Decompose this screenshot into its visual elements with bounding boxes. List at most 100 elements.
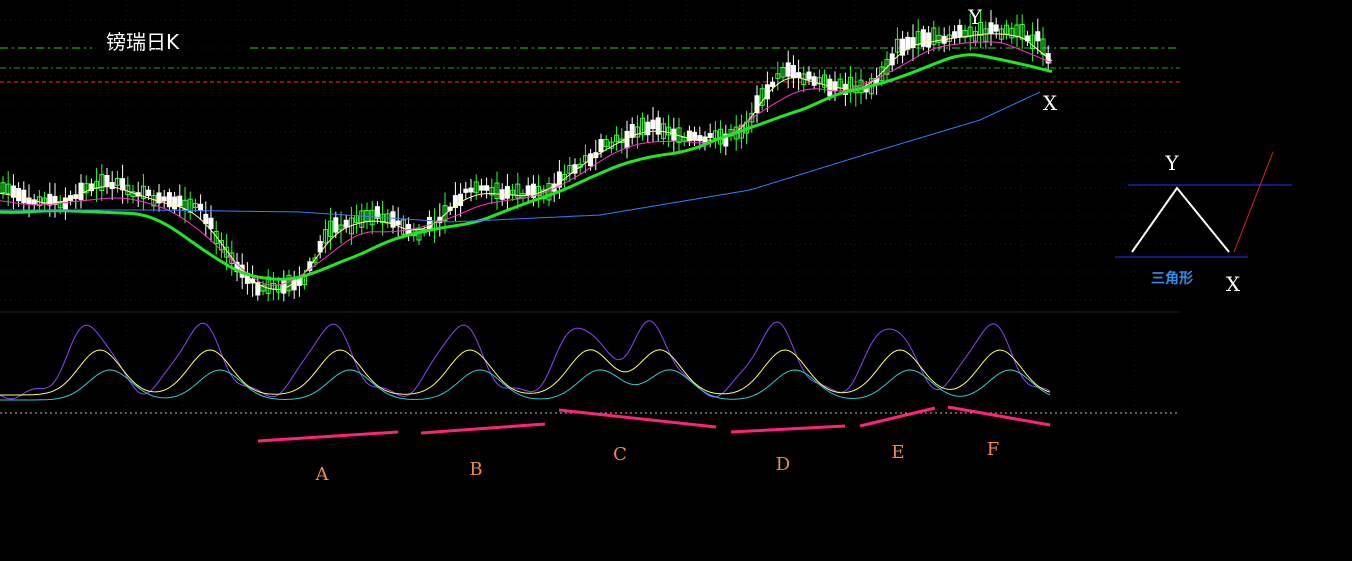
candle bbox=[192, 202, 198, 209]
candle bbox=[494, 182, 500, 200]
candle bbox=[83, 183, 89, 194]
candle bbox=[905, 36, 911, 50]
candle bbox=[785, 62, 791, 77]
candle bbox=[172, 196, 178, 210]
candle bbox=[458, 193, 464, 207]
candle bbox=[57, 200, 63, 209]
candle bbox=[666, 126, 672, 136]
candle bbox=[978, 21, 984, 36]
candle bbox=[603, 138, 609, 148]
trend-segments: A B C D E F bbox=[257, 405, 1051, 485]
ma-long-line bbox=[0, 91, 1041, 223]
candle bbox=[686, 130, 692, 142]
candle bbox=[62, 197, 68, 210]
segment-label: F bbox=[987, 439, 1000, 460]
moving-averages bbox=[0, 33, 1053, 290]
candle bbox=[796, 72, 802, 78]
candle bbox=[525, 185, 531, 195]
candle bbox=[47, 193, 53, 206]
candle bbox=[260, 284, 266, 292]
candle bbox=[333, 217, 339, 233]
candle bbox=[16, 188, 22, 202]
drop-label: X bbox=[1043, 91, 1058, 115]
segment-label: A bbox=[315, 464, 330, 485]
candle bbox=[915, 31, 921, 46]
candle bbox=[478, 185, 484, 191]
candle bbox=[1019, 23, 1025, 40]
ma-mid-line bbox=[0, 41, 1053, 286]
trend-segment bbox=[730, 424, 846, 434]
segment-label: C bbox=[613, 444, 627, 465]
candle bbox=[489, 187, 495, 196]
candle bbox=[463, 188, 469, 193]
candle bbox=[343, 219, 349, 228]
osc-mid-line bbox=[0, 349, 1051, 396]
pattern-break-label: X bbox=[1226, 272, 1241, 296]
candle bbox=[530, 183, 536, 198]
candle bbox=[42, 197, 48, 204]
trend-segment bbox=[420, 422, 546, 435]
candle bbox=[1030, 34, 1036, 49]
candle bbox=[0, 182, 6, 194]
candle bbox=[712, 130, 718, 139]
candle bbox=[967, 26, 973, 38]
triangle-shape bbox=[1131, 186, 1230, 253]
candle bbox=[759, 88, 765, 106]
candle bbox=[931, 27, 937, 45]
candle bbox=[827, 78, 833, 97]
candle bbox=[614, 134, 620, 143]
candle bbox=[926, 32, 932, 48]
candle bbox=[78, 182, 84, 201]
candles bbox=[0, 9, 1051, 302]
candle bbox=[1004, 24, 1010, 35]
grid bbox=[0, 0, 1180, 425]
candle bbox=[567, 164, 573, 174]
ma-thick-line bbox=[0, 53, 1053, 281]
candle bbox=[1009, 27, 1015, 39]
candle bbox=[556, 171, 562, 188]
candle bbox=[312, 257, 318, 264]
candle bbox=[21, 189, 27, 204]
candle bbox=[645, 121, 651, 136]
candle bbox=[88, 183, 94, 192]
candle bbox=[920, 29, 926, 47]
candle bbox=[790, 64, 796, 79]
candle bbox=[884, 58, 890, 75]
candle bbox=[437, 216, 443, 224]
candle bbox=[640, 117, 646, 136]
labels: YX bbox=[967, 5, 1057, 115]
breakout-line bbox=[1233, 151, 1274, 253]
candle bbox=[723, 133, 729, 147]
peak-label: Y bbox=[967, 5, 982, 29]
candle bbox=[697, 135, 703, 142]
candle bbox=[910, 37, 916, 49]
candle bbox=[10, 185, 16, 198]
candle bbox=[983, 28, 989, 42]
candle bbox=[770, 81, 776, 88]
candle bbox=[629, 124, 635, 138]
candle bbox=[775, 73, 781, 79]
candle bbox=[255, 282, 261, 296]
segment-label: D bbox=[776, 454, 790, 475]
trend-segment bbox=[859, 406, 936, 428]
candle bbox=[993, 24, 999, 32]
candle bbox=[5, 183, 11, 194]
candle bbox=[291, 279, 297, 291]
candle bbox=[811, 76, 817, 86]
candle bbox=[822, 74, 828, 88]
pattern-top-label: Y bbox=[1164, 151, 1179, 175]
candle bbox=[452, 195, 458, 208]
candle bbox=[936, 34, 942, 43]
candle bbox=[1014, 24, 1020, 38]
candle bbox=[707, 132, 713, 138]
candle bbox=[328, 220, 334, 238]
candle bbox=[962, 30, 968, 38]
trend-segment bbox=[947, 405, 1051, 427]
candle bbox=[426, 216, 432, 230]
candle bbox=[468, 187, 474, 193]
candle bbox=[484, 185, 490, 191]
candle bbox=[900, 38, 906, 56]
osc-slow-line bbox=[0, 369, 1051, 401]
